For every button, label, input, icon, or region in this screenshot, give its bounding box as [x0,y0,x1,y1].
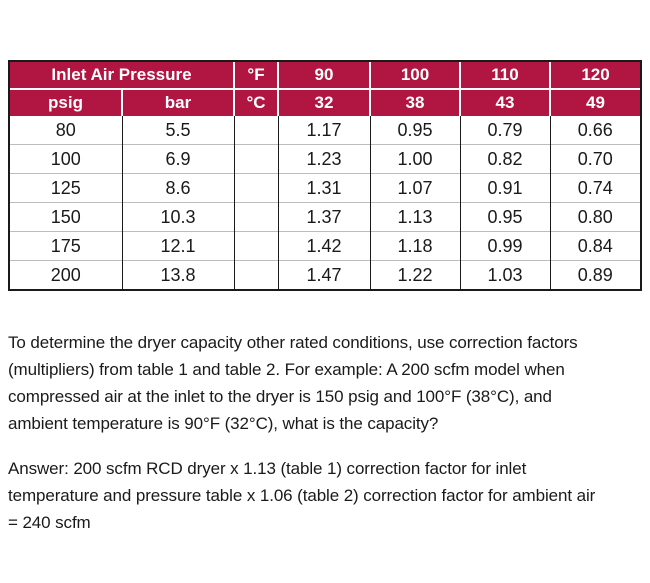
header-bar: bar [121,89,234,116]
header-temp-32: 32 [277,89,370,116]
factor-90-cell: 1.37 [277,202,370,232]
celsius-empty-cell [233,202,278,232]
psig-cell: 150 [10,202,122,232]
factor-90-cell: 1.31 [277,173,370,203]
question-paragraph: To determine the dryer capacity other ra… [8,329,578,437]
header-celsius: °C [233,89,278,116]
psig-cell: 80 [10,116,122,145]
factor-120-cell: 0.66 [549,116,640,145]
factor-90-cell: 1.42 [277,231,370,261]
header-row-1: Inlet Air Pressure °F 90 100 110 120 [10,62,640,90]
bar-cell: 5.5 [121,116,234,145]
table-row: 150 10.3 1.37 1.13 0.95 0.80 [10,202,640,232]
celsius-empty-cell [233,144,278,174]
header-row-2: psig bar °C 32 38 43 49 [10,89,640,116]
header-temp-120: 120 [549,62,640,90]
table-row: 200 13.8 1.47 1.22 1.03 0.89 [10,260,640,289]
factor-120-cell: 0.89 [549,260,640,289]
table-row: 100 6.9 1.23 1.00 0.82 0.70 [10,144,640,174]
header-temp-110: 110 [459,62,550,90]
header-inlet-air-pressure: Inlet Air Pressure [10,62,234,90]
factor-120-cell: 0.70 [549,144,640,174]
psig-cell: 175 [10,231,122,261]
text-line: (multipliers) from table 1 and table 2. … [8,360,565,379]
factor-120-cell: 0.80 [549,202,640,232]
celsius-empty-cell [233,173,278,203]
answer-paragraph: Answer: 200 scfm RCD dryer x 1.13 (table… [8,455,595,536]
header-temp-90: 90 [277,62,370,90]
factor-110-cell: 0.82 [459,144,550,174]
table-row: 125 8.6 1.31 1.07 0.91 0.74 [10,173,640,203]
bar-cell: 12.1 [121,231,234,261]
psig-cell: 200 [10,260,122,289]
factor-90-cell: 1.47 [277,260,370,289]
table-row: 80 5.5 1.17 0.95 0.79 0.66 [10,116,640,145]
table-body: 80 5.5 1.17 0.95 0.79 0.66 100 6.9 1.23 … [10,116,640,289]
factor-100-cell: 1.13 [369,202,460,232]
factor-110-cell: 0.99 [459,231,550,261]
text-line: temperature and pressure table x 1.06 (t… [8,486,596,505]
factor-90-cell: 1.17 [277,116,370,145]
factor-100-cell: 1.22 [369,260,460,289]
header-temp-100: 100 [369,62,460,90]
header-psig: psig [10,89,122,116]
bar-cell: 6.9 [121,144,234,174]
bar-cell: 8.6 [121,173,234,203]
header-temp-43: 43 [459,89,550,116]
bar-cell: 10.3 [121,202,234,232]
text-line: compressed air at the inlet to the dryer… [8,387,552,406]
factor-120-cell: 0.84 [549,231,640,261]
correction-factor-table-border: Inlet Air Pressure °F 90 100 110 120 psi… [8,60,642,291]
text-line: ambient temperature is 90°F (32°C), what… [8,414,439,433]
bar-cell: 13.8 [121,260,234,289]
celsius-empty-cell [233,116,278,145]
header-temp-49: 49 [549,89,640,116]
text-line: To determine the dryer capacity other ra… [8,333,578,352]
factor-110-cell: 0.91 [459,173,550,203]
factor-100-cell: 0.95 [369,116,460,145]
header-fahrenheit: °F [233,62,278,90]
table-header: Inlet Air Pressure °F 90 100 110 120 psi… [10,62,640,116]
correction-factor-table: Inlet Air Pressure °F 90 100 110 120 psi… [10,62,640,289]
factor-90-cell: 1.23 [277,144,370,174]
celsius-empty-cell [233,260,278,289]
table-row: 175 12.1 1.42 1.18 0.99 0.84 [10,231,640,261]
text-line: = 240 scfm [8,513,91,532]
text-line: Answer: 200 scfm RCD dryer x 1.13 (table… [8,459,527,478]
header-temp-38: 38 [369,89,460,116]
factor-120-cell: 0.74 [549,173,640,203]
psig-cell: 125 [10,173,122,203]
celsius-empty-cell [233,231,278,261]
factor-100-cell: 1.00 [369,144,460,174]
factor-100-cell: 1.07 [369,173,460,203]
factor-110-cell: 0.79 [459,116,550,145]
factor-110-cell: 0.95 [459,202,550,232]
psig-cell: 100 [10,144,122,174]
factor-100-cell: 1.18 [369,231,460,261]
factor-110-cell: 1.03 [459,260,550,289]
